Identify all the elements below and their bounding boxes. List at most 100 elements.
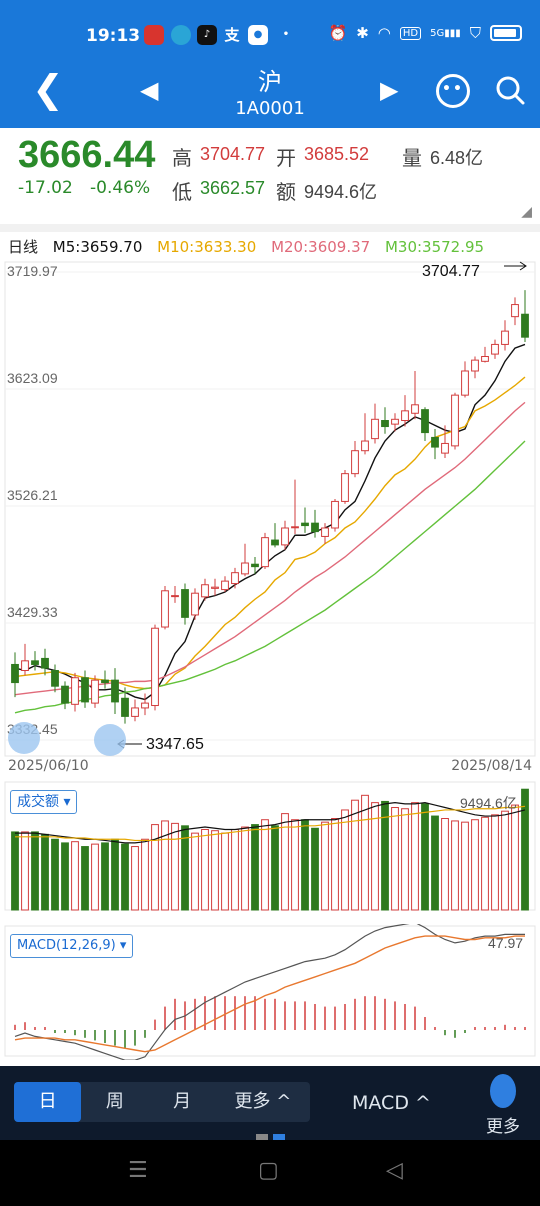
high-value: 3704.77 [200,144,266,164]
candle-body [451,394,459,447]
alipay-icon: 支 [224,26,240,44]
candle-body [341,473,349,502]
amount-value: 9494.6亿 [304,182,378,202]
volume-bar [471,819,479,911]
volume-indicator-button[interactable]: 成交额 ▾ [10,790,78,814]
candle-body [431,436,439,448]
5g-signal-icon: 5G▮▮▮ [430,27,461,39]
macd-chart[interactable]: 47.97 [0,924,540,1060]
wifi-icon: ◠ [377,24,391,42]
candle-body [111,679,119,703]
status-icons: ⏰ ✱ ◠ HD 5G▮▮▮ ⛉ [329,24,522,42]
back-button[interactable]: ❮ [32,67,64,111]
candlestick-chart[interactable]: 3719.973623.093526.213429.333332.453704.… [0,258,540,758]
candle-body [481,356,489,362]
low-value: 3662.57 [200,178,266,198]
macd-dif-line [14,924,525,1060]
message-button[interactable]: •• [436,74,470,108]
volume-bar [371,802,379,911]
candle-body [71,677,79,705]
volume-bar [161,820,169,911]
macd-btn-label: MACD(12,26,9) [17,938,116,953]
candle-body [371,418,379,440]
volume-value: 6.48亿 [430,148,484,168]
ma20-line [14,401,526,696]
scroll-left-icon [8,722,40,754]
open-value: 3685.52 [304,144,370,164]
volume-bar [451,820,459,911]
ma10-line [14,376,526,690]
volume-bar [511,804,519,911]
ma20-label: M20:3609.37 [271,238,371,256]
prev-stock-button[interactable]: ◀ [140,76,159,104]
quote-panel: 3666.44 -17.02 -0.46% 高 3704.77 开 3685.5… [0,128,540,224]
volume-bar [301,819,309,911]
candle-body [511,304,519,318]
top-bar: 19:13 ♪ 支 ● • ⏰ ✱ ◠ HD 5G▮▮▮ ⛉ ❮ ◀ 沪 1A0… [0,0,540,128]
volume-bar [431,815,439,911]
volume-chart[interactable]: 9494.6亿 [0,780,540,914]
candle-body [321,527,329,537]
volume-bar [41,833,49,911]
app-icon [171,25,191,45]
candle-body [231,572,239,585]
candle-body [51,669,59,687]
indicator-select[interactable]: MACD ^ [352,1092,431,1114]
macd-frame [4,925,536,1057]
volume-bar [291,819,299,911]
tab-week[interactable]: 周 [105,1091,124,1112]
volume-bar [211,830,219,911]
volume-bar [101,842,109,911]
tab-day[interactable]: 日 [14,1082,82,1122]
volume-value-label: 9494.6亿 [460,795,517,811]
candle-body [401,410,409,422]
tab-more[interactable]: 更多 ^ [234,1091,292,1112]
volume-bar [71,841,79,911]
volume-bar [501,810,509,911]
candle-body [311,522,319,533]
min-price-label: 3347.65 [146,736,204,753]
next-stock-button[interactable]: ▶ [380,76,399,104]
candle-body [361,440,369,452]
candle-body [61,685,69,704]
more-icon[interactable] [490,1074,516,1108]
candle-body [41,657,49,669]
macd-indicator-button[interactable]: MACD(12,26,9) ▾ [10,934,134,958]
candle-body [441,442,449,454]
open-label: 开 [276,146,296,170]
page-indicator [256,1134,285,1140]
candle-body [351,450,359,475]
volume-bar [91,843,99,911]
macd-dea-line [14,935,525,1053]
low-label: 低 [172,180,192,204]
back-nav-icon[interactable]: ◁ [386,1158,403,1183]
volume-bar [171,822,179,911]
candle-body [91,679,99,704]
candle-body [121,697,129,717]
volume-bar [131,846,139,911]
candle-body [461,370,469,396]
volume-frame [4,781,536,911]
volume-bar [461,821,469,911]
app-icon [144,25,164,45]
expand-icon[interactable]: ◢ [521,204,532,220]
tab-month[interactable]: 月 [173,1091,192,1112]
bluetooth-icon: ✱ [356,24,369,42]
volume-bar [351,799,359,911]
price-change: -17.02 [18,178,73,198]
date-end: 2025/08/14 [451,758,532,774]
candle-body [151,627,159,707]
volume-ma2-line [15,805,526,842]
candle-body [31,660,39,665]
candle-body [171,595,179,598]
ma10-label: M10:3633.30 [157,238,257,256]
menu-icon[interactable]: ☰ [128,1158,148,1183]
volume-bar [61,842,69,911]
more-button[interactable]: 更多 [486,1117,520,1137]
volume-bar [481,816,489,911]
home-icon[interactable]: ▢ [258,1158,279,1183]
ma30-line [14,440,526,714]
volume-bar [361,794,369,911]
search-icon[interactable] [494,74,526,106]
candle-body [191,592,199,616]
